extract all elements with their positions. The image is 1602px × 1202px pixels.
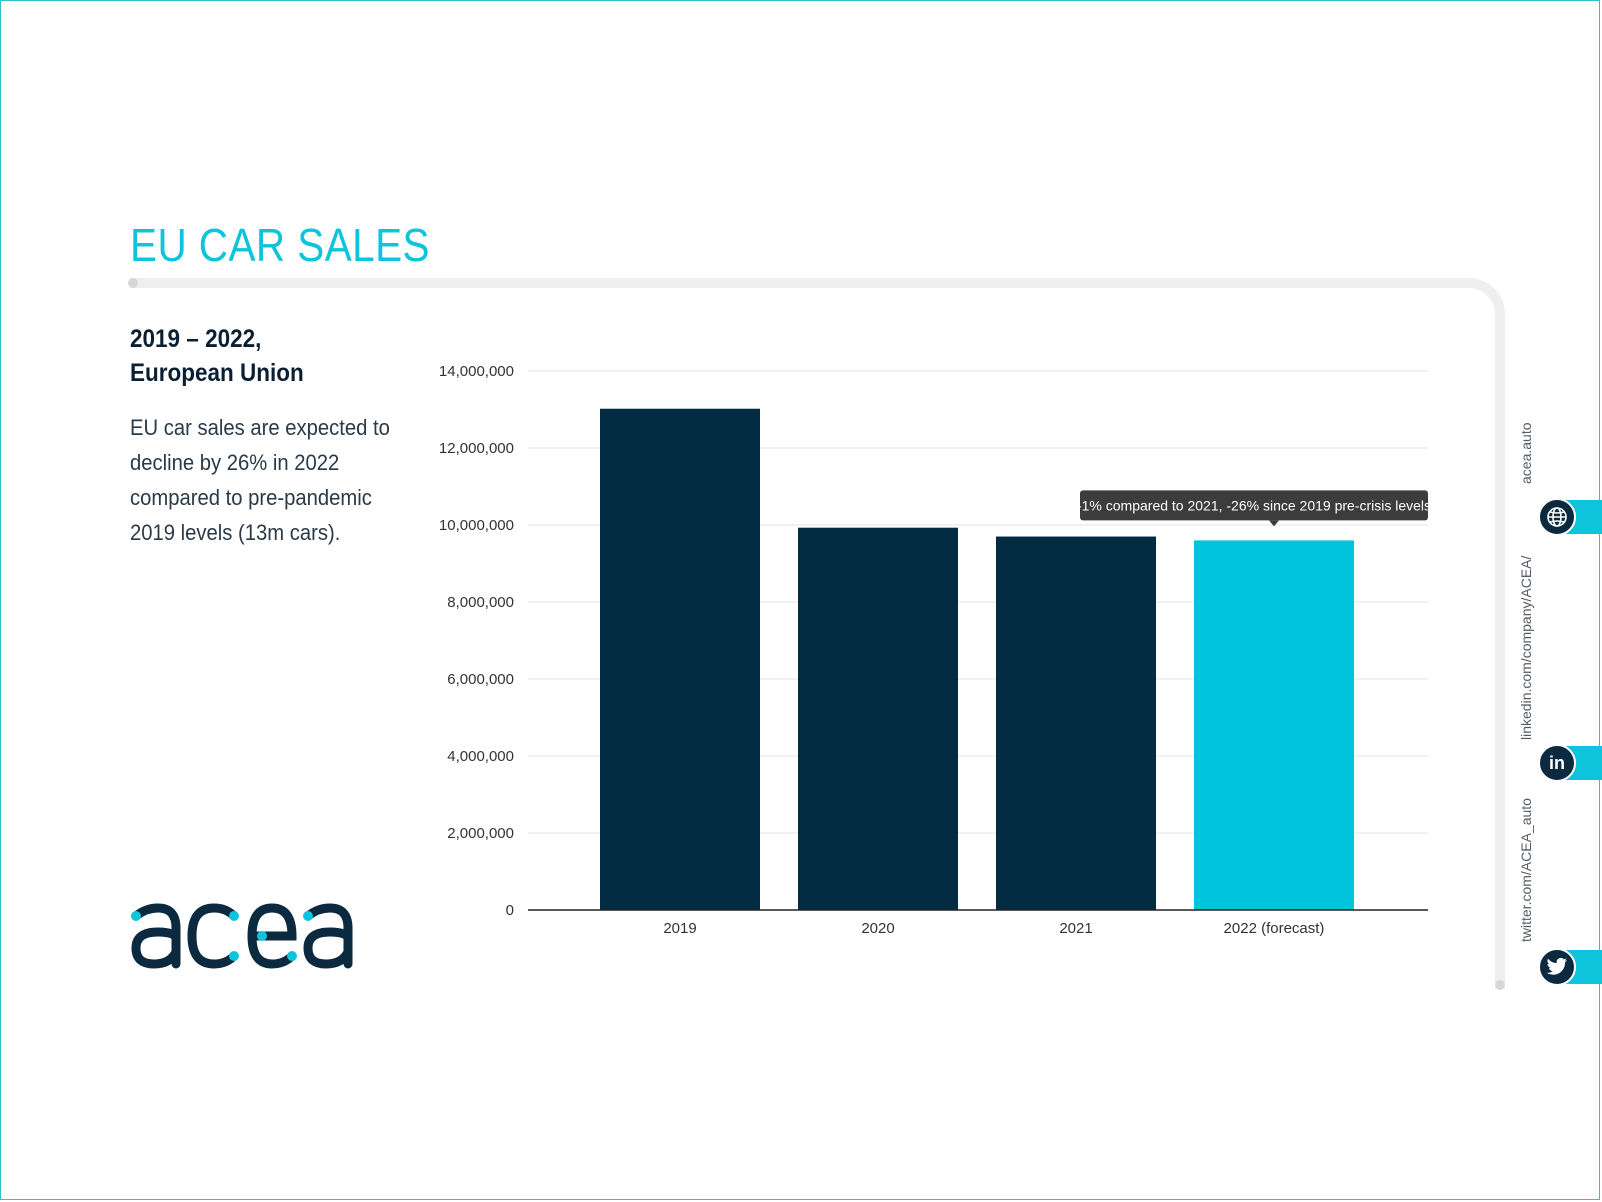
linkedin-link[interactable]: linkedin.com/company/ACEA/: [1518, 555, 1534, 740]
y-axis-ticks: 0 2,000,000 4,000,000 6,000,000 8,000,000 10,…: [439, 363, 514, 919]
linkedin-glyph: in: [1549, 752, 1565, 773]
y-tick-label: 6,000,000: [447, 671, 514, 688]
globe-glyph: [1547, 507, 1567, 527]
tooltip-text: -1% compared to 2021, -26% since 2019 pr…: [1077, 497, 1431, 513]
y-tick-label: 14,000,000: [439, 363, 514, 380]
x-axis-ticks: 2019 2020 2021 2022 (forecast): [663, 920, 1324, 937]
page-title: EU CAR SALES: [130, 219, 430, 271]
bracket-cap-left: [128, 278, 138, 288]
chart-description: EU car sales are expected to decline by …: [130, 415, 390, 545]
acea-logo: acea: [128, 902, 353, 977]
bar-2022[interactable]: [1194, 540, 1354, 910]
twitter-icon[interactable]: [1538, 948, 1576, 986]
y-tick-label: 8,000,000: [447, 594, 514, 611]
acea-logo-mark: [131, 903, 353, 969]
annotation-tooltip: -1% compared to 2021, -26% since 2019 pr…: [1077, 490, 1431, 527]
decorative-bracket: [130, 278, 1505, 988]
bar-chart: 0 2,000,000 4,000,000 6,000,000 8,000,000 10,…: [439, 363, 1431, 937]
linkedin-icon[interactable]: in: [1538, 744, 1576, 782]
y-tick-label: 0: [506, 902, 514, 919]
y-tick-label: 4,000,000: [447, 748, 514, 765]
subtitle-line-2: European Union: [130, 359, 304, 387]
x-tick-label: 2021: [1059, 920, 1092, 937]
chart-subtitle: 2019 – 2022, European Union: [130, 322, 400, 390]
bracket-cap-bottom: [1495, 980, 1505, 990]
bar-2020[interactable]: [798, 527, 958, 910]
y-tick-label: 12,000,000: [439, 440, 514, 457]
bar-2019[interactable]: [600, 408, 760, 910]
globe-icon[interactable]: [1538, 498, 1576, 536]
x-tick-label: 2019: [663, 920, 696, 937]
x-tick-label: 2022 (forecast): [1224, 920, 1325, 937]
bars: [600, 408, 1354, 910]
tooltip-box: [1080, 490, 1428, 521]
bar-2021[interactable]: [996, 536, 1156, 910]
tooltip-pointer: [1269, 520, 1279, 527]
y-tick-label: 2,000,000: [447, 825, 514, 842]
y-tick-label: 10,000,000: [439, 517, 514, 534]
website-link[interactable]: acea.auto: [1518, 422, 1534, 485]
twitter-glyph: [1546, 958, 1568, 975]
subtitle-line-1: 2019 – 2022,: [130, 325, 262, 353]
x-tick-label: 2020: [861, 920, 894, 937]
twitter-link[interactable]: twitter.com/ACEA_auto: [1518, 798, 1534, 942]
